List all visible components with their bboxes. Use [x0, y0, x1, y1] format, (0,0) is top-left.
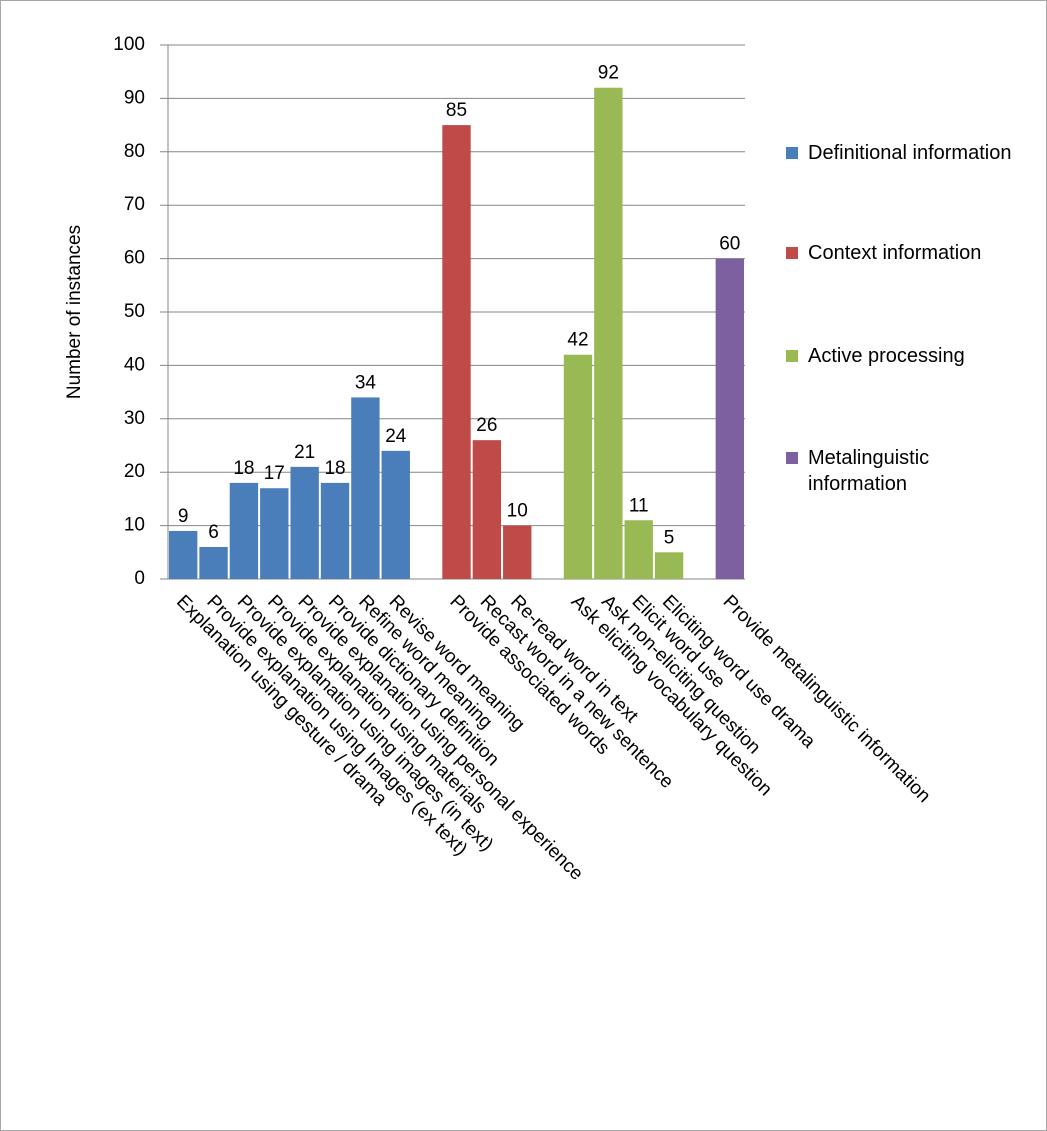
y-tick-label: 60 [124, 248, 145, 269]
y-tick-label: 40 [124, 354, 145, 375]
y-tick-label: 10 [124, 515, 145, 536]
y-tick-label: 20 [124, 461, 145, 482]
y-tick-label: 30 [124, 408, 145, 429]
y-tick-label: 70 [124, 194, 145, 215]
y-tick-label: 80 [124, 141, 145, 162]
bar [503, 525, 532, 579]
data-label: 21 [294, 442, 315, 463]
bar [320, 482, 350, 579]
legend-label: Active processing [808, 345, 965, 367]
bar [442, 125, 471, 579]
bar [594, 87, 623, 579]
bar [290, 466, 319, 579]
bar [351, 397, 380, 579]
data-label: 34 [355, 372, 377, 393]
data-label: 18 [233, 458, 254, 479]
data-label: 9 [178, 506, 189, 527]
legend-label: Metalinguistic information [808, 447, 930, 495]
legend-label: Context information [808, 242, 982, 264]
data-label: 24 [385, 426, 407, 447]
data-label: 6 [208, 522, 219, 543]
data-label: 17 [264, 463, 285, 484]
data-label: 10 [507, 501, 528, 522]
bar [715, 258, 744, 579]
bar [472, 440, 502, 579]
legend-swatch [786, 452, 798, 464]
legend-swatch [786, 350, 798, 362]
y-tick-label: 50 [124, 301, 145, 322]
y-tick-label: 0 [134, 568, 145, 589]
data-label: 18 [324, 458, 345, 479]
bar [260, 488, 289, 579]
data-label: 5 [664, 527, 675, 548]
bar [654, 552, 684, 579]
data-label: 60 [719, 234, 740, 255]
y-axis-title: Number of instances [64, 225, 85, 399]
legend-label: Definitional information [808, 142, 1012, 164]
data-label: 85 [446, 100, 467, 121]
bar [229, 482, 259, 579]
legend-swatch [786, 147, 798, 159]
y-tick-label: 90 [124, 87, 145, 108]
data-label: 11 [629, 495, 649, 516]
y-tick-label: 100 [113, 34, 145, 55]
data-label: 26 [476, 415, 497, 436]
legend-swatch [786, 247, 798, 259]
data-label: 42 [567, 330, 588, 351]
bar [624, 520, 653, 579]
bar [199, 546, 228, 579]
bar [563, 354, 593, 579]
bar [169, 530, 198, 579]
bar [381, 450, 410, 579]
data-label: 92 [598, 63, 619, 84]
